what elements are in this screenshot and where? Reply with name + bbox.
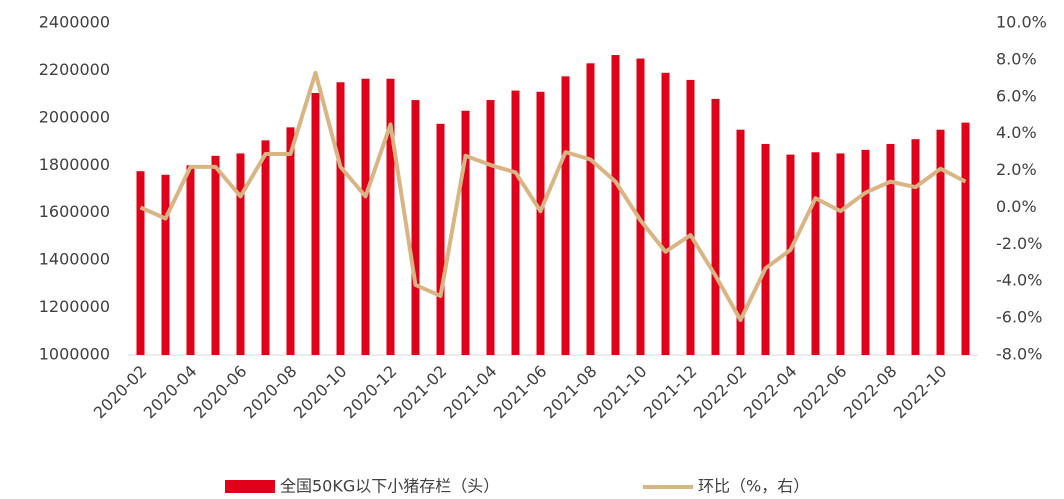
x-tick-label: 2021-08: [540, 362, 601, 423]
bar: [261, 140, 270, 355]
x-tick-label: 2021-10: [590, 362, 651, 423]
bar: [136, 171, 145, 355]
bar: [711, 98, 720, 355]
bar: [786, 154, 795, 355]
bar: [811, 152, 820, 355]
y2-tick-label: -6.0%: [996, 308, 1042, 327]
bar: [861, 149, 870, 355]
y-tick-label: 1800000: [39, 155, 110, 174]
y2-tick-label: 8.0%: [996, 49, 1037, 68]
bar: [461, 110, 470, 355]
y2-tick-label: 10.0%: [996, 13, 1047, 32]
y2-tick-label: 6.0%: [996, 86, 1037, 105]
x-tick-label: 2020-06: [190, 362, 251, 423]
y2-tick-label: -2.0%: [996, 234, 1042, 253]
bar: [836, 153, 845, 355]
y-tick-label: 2400000: [39, 13, 110, 32]
bar: [386, 78, 395, 355]
y-tick-label: 1600000: [39, 202, 110, 221]
y-tick-label: 1000000: [39, 345, 110, 364]
bar: [211, 155, 220, 355]
bar: [661, 72, 670, 356]
bar: [286, 127, 295, 355]
x-tick-label: 2020-10: [290, 362, 351, 423]
x-tick-label: 2022-08: [840, 362, 901, 423]
y2-tick-label: -4.0%: [996, 271, 1042, 290]
bar: [636, 58, 645, 355]
x-tick-label: 2020-02: [90, 362, 151, 423]
y-tick-label: 1400000: [39, 250, 110, 269]
x-tick-label: 2021-06: [490, 362, 551, 423]
bar: [736, 129, 745, 355]
bar: [536, 91, 545, 356]
bar: [236, 153, 245, 355]
y2-tick-label: 4.0%: [996, 123, 1037, 142]
bar: [511, 90, 520, 355]
bar: [936, 129, 945, 355]
bar: [161, 174, 170, 355]
x-tick-label: 2022-02: [690, 362, 751, 423]
bar: [961, 122, 970, 355]
x-tick-label: 2021-04: [440, 362, 501, 423]
y-tick-label: 2000000: [39, 107, 110, 126]
bar: [361, 78, 370, 355]
bar: [761, 143, 770, 355]
bar: [886, 143, 895, 355]
bar: [611, 55, 620, 356]
legend-label: 环比（%，右）: [698, 477, 809, 496]
x-tick-label: 2022-06: [790, 362, 851, 423]
bar: [311, 92, 320, 355]
legend-label: 全国50KG以下小猪存栏（头）: [280, 477, 499, 496]
bar: [186, 165, 195, 355]
y2-tick-label: -8.0%: [996, 345, 1042, 364]
x-tick-label: 2020-12: [340, 362, 401, 423]
x-tick-label: 2020-04: [140, 362, 201, 423]
y2-tick-label: 2.0%: [996, 160, 1037, 179]
x-tick-label: 2020-08: [240, 362, 301, 423]
bar: [561, 76, 570, 355]
bar: [686, 79, 695, 356]
y-tick-label: 2200000: [39, 60, 110, 79]
bar: [486, 100, 495, 355]
bar: [586, 63, 595, 356]
bar: [436, 123, 445, 356]
line: [139, 70, 967, 322]
y-tick-label: 1200000: [39, 297, 110, 316]
x-tick-label: 2022-04: [740, 362, 801, 423]
x-tick-label: 2021-02: [390, 362, 451, 423]
bar: [336, 82, 345, 356]
x-tick-label: 2021-12: [640, 362, 701, 423]
bar: [911, 139, 920, 355]
legend-swatch: [225, 480, 275, 493]
x-tick-label: 2022-10: [890, 362, 951, 423]
bar: [411, 100, 420, 355]
y2-tick-label: 0.0%: [996, 197, 1037, 216]
